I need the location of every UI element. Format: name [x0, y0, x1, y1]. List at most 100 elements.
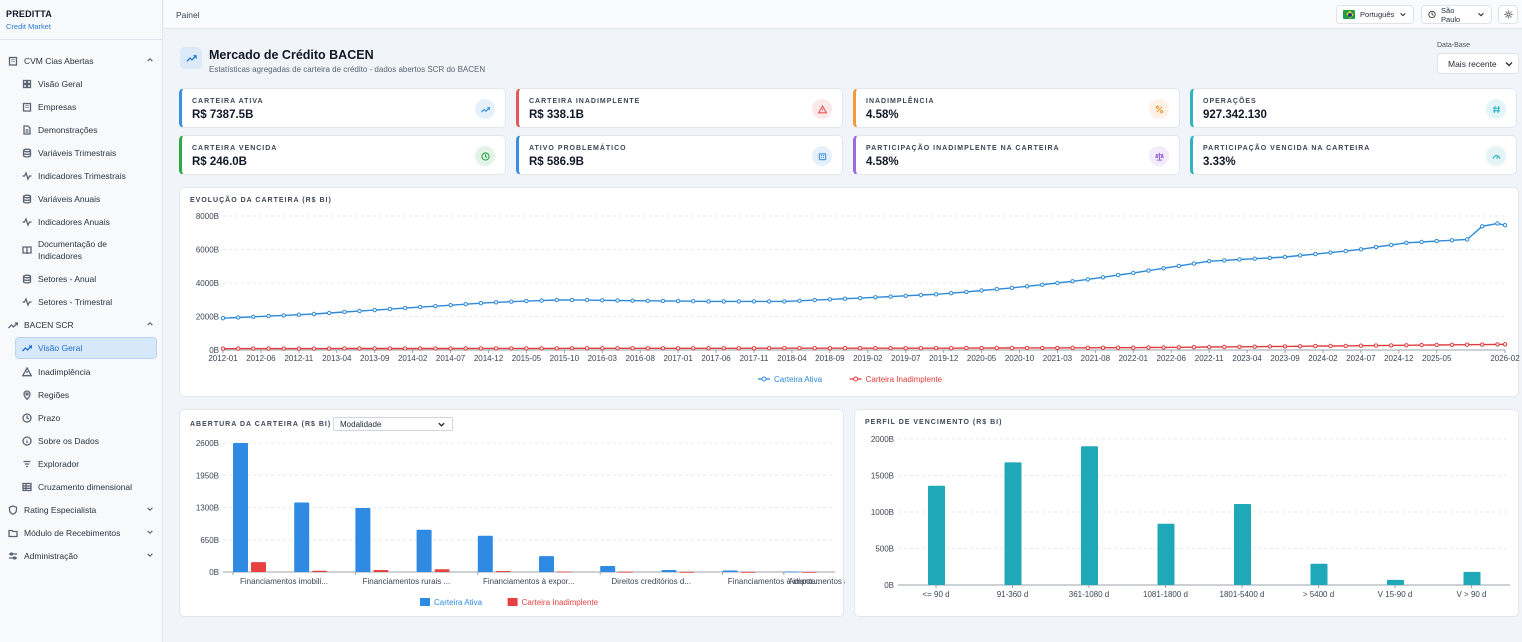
- sidebar-item-setores-trimestral[interactable]: Setores - Trimestral: [0, 290, 162, 313]
- bar[interactable]: [233, 443, 248, 572]
- legend-item[interactable]: Carteira Inadimplente: [507, 598, 599, 607]
- sidebar-group-rating-especialista[interactable]: Rating Especialista: [0, 498, 162, 521]
- bar[interactable]: [312, 570, 328, 572]
- bar[interactable]: [1004, 462, 1022, 585]
- data-point: [342, 309, 347, 315]
- kpi-card-carteira-vencida: CARTEIRA VENCIDA R$ 246.0B: [179, 135, 506, 175]
- data-point: [858, 295, 863, 301]
- sidebar-item-indicadores-anuais[interactable]: Indicadores Anuais: [0, 210, 162, 233]
- bar[interactable]: [294, 502, 310, 573]
- bar[interactable]: [740, 571, 756, 573]
- sidebar-group-label: Administração: [24, 550, 78, 561]
- sidebar-item-inadimplencia[interactable]: Inadimplência: [0, 360, 162, 383]
- bar[interactable]: [1387, 579, 1404, 585]
- percent-icon: [1149, 99, 1169, 119]
- bar[interactable]: [661, 570, 677, 572]
- legend-item[interactable]: Carteira Ativa: [420, 598, 483, 607]
- sidebar-item-demonstracoes[interactable]: Demonstrações: [0, 118, 162, 141]
- bar[interactable]: [679, 571, 695, 573]
- bar[interactable]: [434, 569, 450, 572]
- data-point: [1373, 343, 1379, 348]
- data-point: [266, 313, 271, 319]
- sidebar-group-cvm-cias-abertas[interactable]: CVM Cias Abertas: [0, 49, 162, 72]
- sidebar-group-modulo-de-recebimentos[interactable]: Módulo de Recebimentos: [0, 521, 162, 544]
- x-tick-label: 2016-03: [588, 354, 618, 363]
- sidebar-item-label: Visão Geral: [38, 343, 83, 353]
- date-base-select[interactable]: Mais recente: [1437, 53, 1519, 74]
- trending-up-icon: [8, 321, 18, 328]
- bar[interactable]: [928, 485, 945, 585]
- bar[interactable]: [539, 556, 554, 572]
- sidebar-item-sobre-os-dados[interactable]: Sobre os Dados: [0, 429, 162, 452]
- timezone-select[interactable]: São Paulo: [1421, 5, 1492, 24]
- bar[interactable]: [722, 570, 738, 573]
- data-point: [918, 292, 924, 298]
- sidebar-group-bacen-scr[interactable]: BACEN SCR: [0, 313, 162, 336]
- data-point: [600, 298, 605, 303]
- sidebar-item-documentacao-de-indicadores[interactable]: Documentação de Indicadores: [0, 233, 162, 267]
- sun-icon: [1503, 10, 1513, 19]
- sidebar-item-variaveis-trimestrais[interactable]: Variáveis Trimestrais: [0, 141, 162, 164]
- bar[interactable]: [600, 566, 616, 572]
- bar[interactable]: [618, 571, 634, 573]
- bar[interactable]: [495, 571, 511, 572]
- sidebar-item-label: Variáveis Anuais: [38, 193, 101, 204]
- folder-icon: [8, 529, 18, 537]
- bar[interactable]: [1157, 523, 1175, 585]
- kpi-value: 927.342.130: [1203, 109, 1267, 121]
- legend-item[interactable]: Carteira Ativa: [758, 375, 823, 384]
- data-point: [1237, 344, 1242, 350]
- warning-icon: [812, 99, 832, 119]
- bar[interactable]: [477, 535, 493, 572]
- bar[interactable]: [1081, 446, 1098, 585]
- sidebar-group-icon: [7, 550, 19, 562]
- sidebar-item-cruzamento-dimensional[interactable]: Cruzamento dimensional: [0, 475, 162, 498]
- data-point: [236, 346, 241, 351]
- sidebar-item-empresas[interactable]: Empresas: [0, 95, 162, 118]
- sidebar-item-explorador[interactable]: Explorador: [0, 452, 162, 475]
- bar[interactable]: [251, 562, 266, 572]
- gauge-icon: [1486, 146, 1506, 166]
- bar[interactable]: [373, 570, 389, 572]
- sidebar-item-indicadores-trimestrais[interactable]: Indicadores Trimestrais: [0, 164, 162, 187]
- trending-up-icon: [22, 345, 32, 352]
- sidebar-group-administracao[interactable]: Administração: [0, 544, 162, 567]
- bar[interactable]: [1463, 571, 1481, 585]
- bar[interactable]: [416, 529, 432, 572]
- x-tick-label: 91-360 d: [997, 590, 1029, 599]
- breakdown-dimension-select[interactable]: Modalidade: [333, 417, 453, 431]
- bar[interactable]: [1234, 504, 1251, 585]
- bar[interactable]: [801, 572, 817, 573]
- brand[interactable]: PREDITTA Credit Market: [0, 0, 162, 40]
- data-point: [1449, 238, 1455, 243]
- kpi-label: INADIMPLÊNCIA: [866, 98, 935, 105]
- language-select[interactable]: Português: [1336, 5, 1414, 24]
- data-point: [675, 346, 681, 351]
- data-point: [691, 346, 696, 351]
- sidebar-item-regioes[interactable]: Regiões: [0, 383, 162, 406]
- theme-toggle-button[interactable]: [1498, 5, 1518, 24]
- x-tick-label: Financiamentos à impor...: [728, 577, 820, 586]
- bar[interactable]: [355, 508, 371, 572]
- data-point: [236, 315, 241, 320]
- data-point: [478, 346, 484, 351]
- sidebar-item-variaveis-anuais[interactable]: Variáveis Anuais: [0, 187, 162, 210]
- x-tick-label: 2019-07: [891, 354, 921, 363]
- bar[interactable]: [557, 571, 572, 573]
- database-icon: [22, 274, 32, 284]
- y-tick-label: 650B: [200, 536, 219, 545]
- page-title: Mercado de Crédito BACEN: [209, 48, 374, 62]
- sidebar-item-visao-geral[interactable]: Visão Geral: [15, 337, 157, 359]
- x-tick-label: 2021-03: [1043, 354, 1073, 363]
- sidebar-item-visao-geral[interactable]: Visão Geral: [0, 72, 162, 95]
- bar[interactable]: [1310, 563, 1328, 585]
- data-point: [842, 296, 848, 301]
- data-point: [584, 297, 590, 303]
- bar[interactable]: [783, 571, 799, 573]
- x-tick-label: 2020-05: [967, 354, 997, 363]
- data-point: [645, 298, 650, 304]
- legend-item[interactable]: Carteira Inadimplente: [849, 375, 943, 384]
- sidebar-item-prazo[interactable]: Prazo: [0, 406, 162, 429]
- shield-icon: [8, 504, 18, 515]
- sidebar-item-setores-anual[interactable]: Setores - Anual: [0, 267, 162, 290]
